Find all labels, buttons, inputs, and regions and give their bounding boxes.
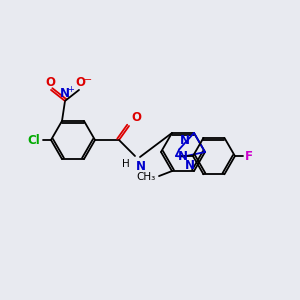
Text: N: N [178, 150, 188, 163]
Text: O: O [131, 111, 141, 124]
Text: CH₃: CH₃ [137, 172, 156, 182]
Text: O: O [45, 76, 55, 89]
Text: N: N [180, 134, 190, 147]
Text: O: O [75, 76, 85, 89]
Text: +: + [68, 85, 74, 94]
Text: N: N [184, 159, 194, 172]
Text: H: H [122, 159, 130, 169]
Text: Cl: Cl [27, 134, 40, 146]
Text: −: − [84, 75, 92, 85]
Text: F: F [245, 150, 253, 163]
Text: N: N [60, 87, 70, 100]
Text: N: N [136, 160, 146, 173]
